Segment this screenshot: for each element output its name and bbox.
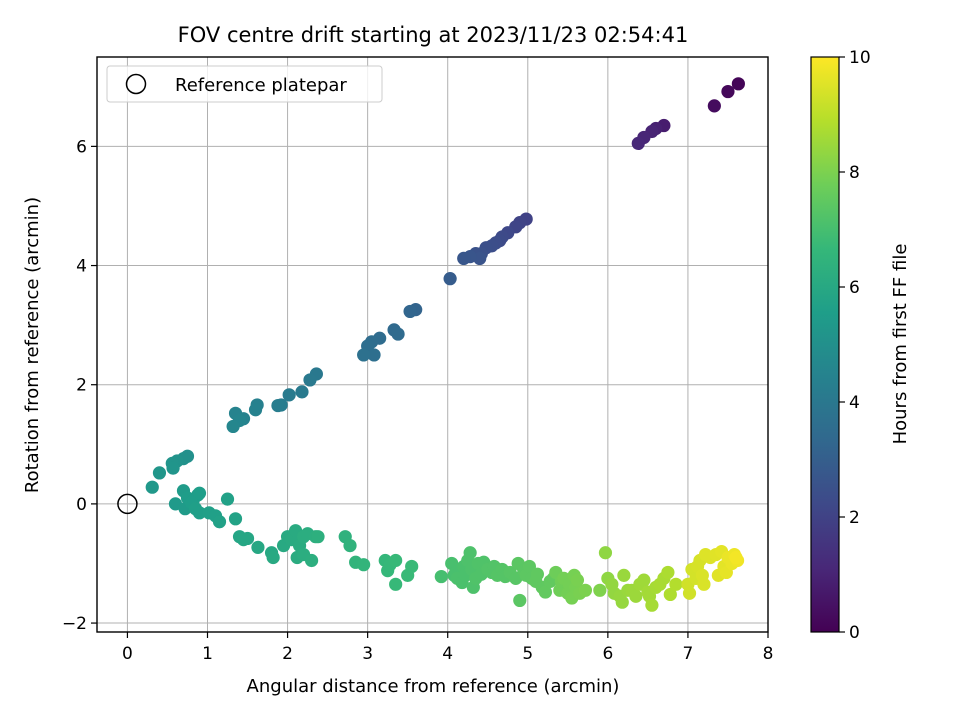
colorbar-ticks: 0 2 4 6 8 10 — [839, 48, 871, 643]
data-point — [357, 558, 371, 572]
data-point — [212, 515, 227, 529]
data-point — [152, 466, 167, 480]
data-point — [731, 77, 745, 91]
data-point — [434, 569, 448, 584]
x-tick-label: 6 — [602, 644, 613, 664]
colorbar-tick-label: 0 — [849, 623, 860, 643]
colorbar-tick-label: 8 — [849, 163, 860, 183]
x-tick-label: 4 — [442, 644, 453, 664]
data-points — [117, 77, 745, 612]
data-point — [228, 512, 243, 526]
data-point — [538, 585, 553, 599]
data-point — [629, 589, 643, 603]
y-tick-label: 2 — [76, 376, 87, 396]
legend-entry: Reference platepar — [175, 75, 347, 96]
data-point — [248, 403, 263, 417]
colorbar-tick-label: 10 — [849, 48, 871, 68]
data-point — [266, 550, 280, 565]
data-point — [463, 546, 477, 560]
y-tick-label: 6 — [76, 137, 87, 157]
legend: Reference platepar — [106, 65, 383, 103]
data-point — [570, 573, 585, 587]
x-axis: 0 1 2 3 4 5 6 7 8 — [122, 632, 773, 664]
data-point — [251, 540, 265, 554]
x-tick-label: 0 — [122, 644, 133, 664]
data-point — [617, 568, 631, 582]
data-point — [513, 593, 527, 608]
colorbar-tick-label: 4 — [849, 393, 860, 413]
data-point — [357, 348, 371, 362]
reference-platepar-marker — [117, 493, 138, 515]
legend-box — [106, 65, 383, 103]
x-axis-label: Angular distance from reference (arcmin) — [247, 676, 620, 697]
data-point — [192, 506, 207, 520]
data-point — [443, 272, 457, 286]
data-point — [192, 486, 207, 500]
colorbar: 0 2 4 6 8 10 Hours from first FF file — [810, 48, 911, 643]
y-tick-label: 4 — [76, 257, 87, 277]
data-point — [593, 583, 607, 597]
data-point — [682, 586, 697, 600]
data-point — [661, 565, 675, 580]
data-point — [220, 492, 235, 506]
data-point — [303, 373, 317, 387]
colorbar-tick-label: 6 — [849, 278, 860, 298]
data-point — [645, 598, 659, 612]
data-point — [271, 398, 285, 413]
data-point — [391, 327, 405, 341]
data-point — [295, 385, 309, 399]
data-point — [343, 539, 357, 553]
colorbar-gradient — [810, 56, 840, 633]
legend-marker-circle — [125, 73, 147, 95]
x-tick-label: 5 — [522, 644, 533, 664]
data-point — [457, 251, 471, 265]
data-point — [304, 553, 319, 568]
y-tick-label: 0 — [76, 495, 87, 515]
x-tick-label: 8 — [763, 644, 774, 664]
data-point — [707, 99, 721, 113]
data-point — [282, 388, 296, 402]
chart-title: FOV centre drift starting at 2023/11/23 … — [178, 23, 689, 47]
data-point — [578, 583, 593, 597]
data-point — [166, 461, 180, 475]
data-point — [615, 595, 629, 609]
data-point — [367, 348, 381, 362]
data-point — [663, 587, 677, 602]
data-point — [530, 567, 544, 581]
y-tick-label: −2 — [62, 614, 87, 634]
x-tick-label: 1 — [202, 644, 213, 664]
data-point — [226, 419, 240, 434]
data-point — [405, 559, 419, 574]
colorbar-tick-label: 2 — [849, 508, 860, 528]
data-point — [403, 304, 417, 319]
data-point — [729, 550, 743, 565]
x-tick-label: 3 — [362, 644, 373, 664]
data-point — [697, 577, 711, 591]
data-point — [721, 84, 735, 99]
data-point — [598, 546, 613, 560]
data-point — [637, 573, 651, 587]
x-tick-label: 7 — [683, 644, 694, 664]
colorbar-label: Hours from first FF file — [890, 244, 911, 445]
data-point — [236, 533, 251, 547]
data-point — [389, 577, 403, 591]
data-point — [631, 136, 645, 150]
data-point — [389, 553, 403, 568]
y-axis-label: Rotation from reference (arcmin) — [22, 197, 43, 493]
y-axis: −2 0 2 4 6 — [62, 137, 97, 634]
data-point — [311, 530, 325, 544]
data-point — [669, 577, 683, 591]
data-point — [145, 480, 159, 494]
plot-frame — [96, 56, 769, 633]
grid-lines — [97, 57, 769, 632]
x-tick-label: 2 — [282, 644, 293, 664]
